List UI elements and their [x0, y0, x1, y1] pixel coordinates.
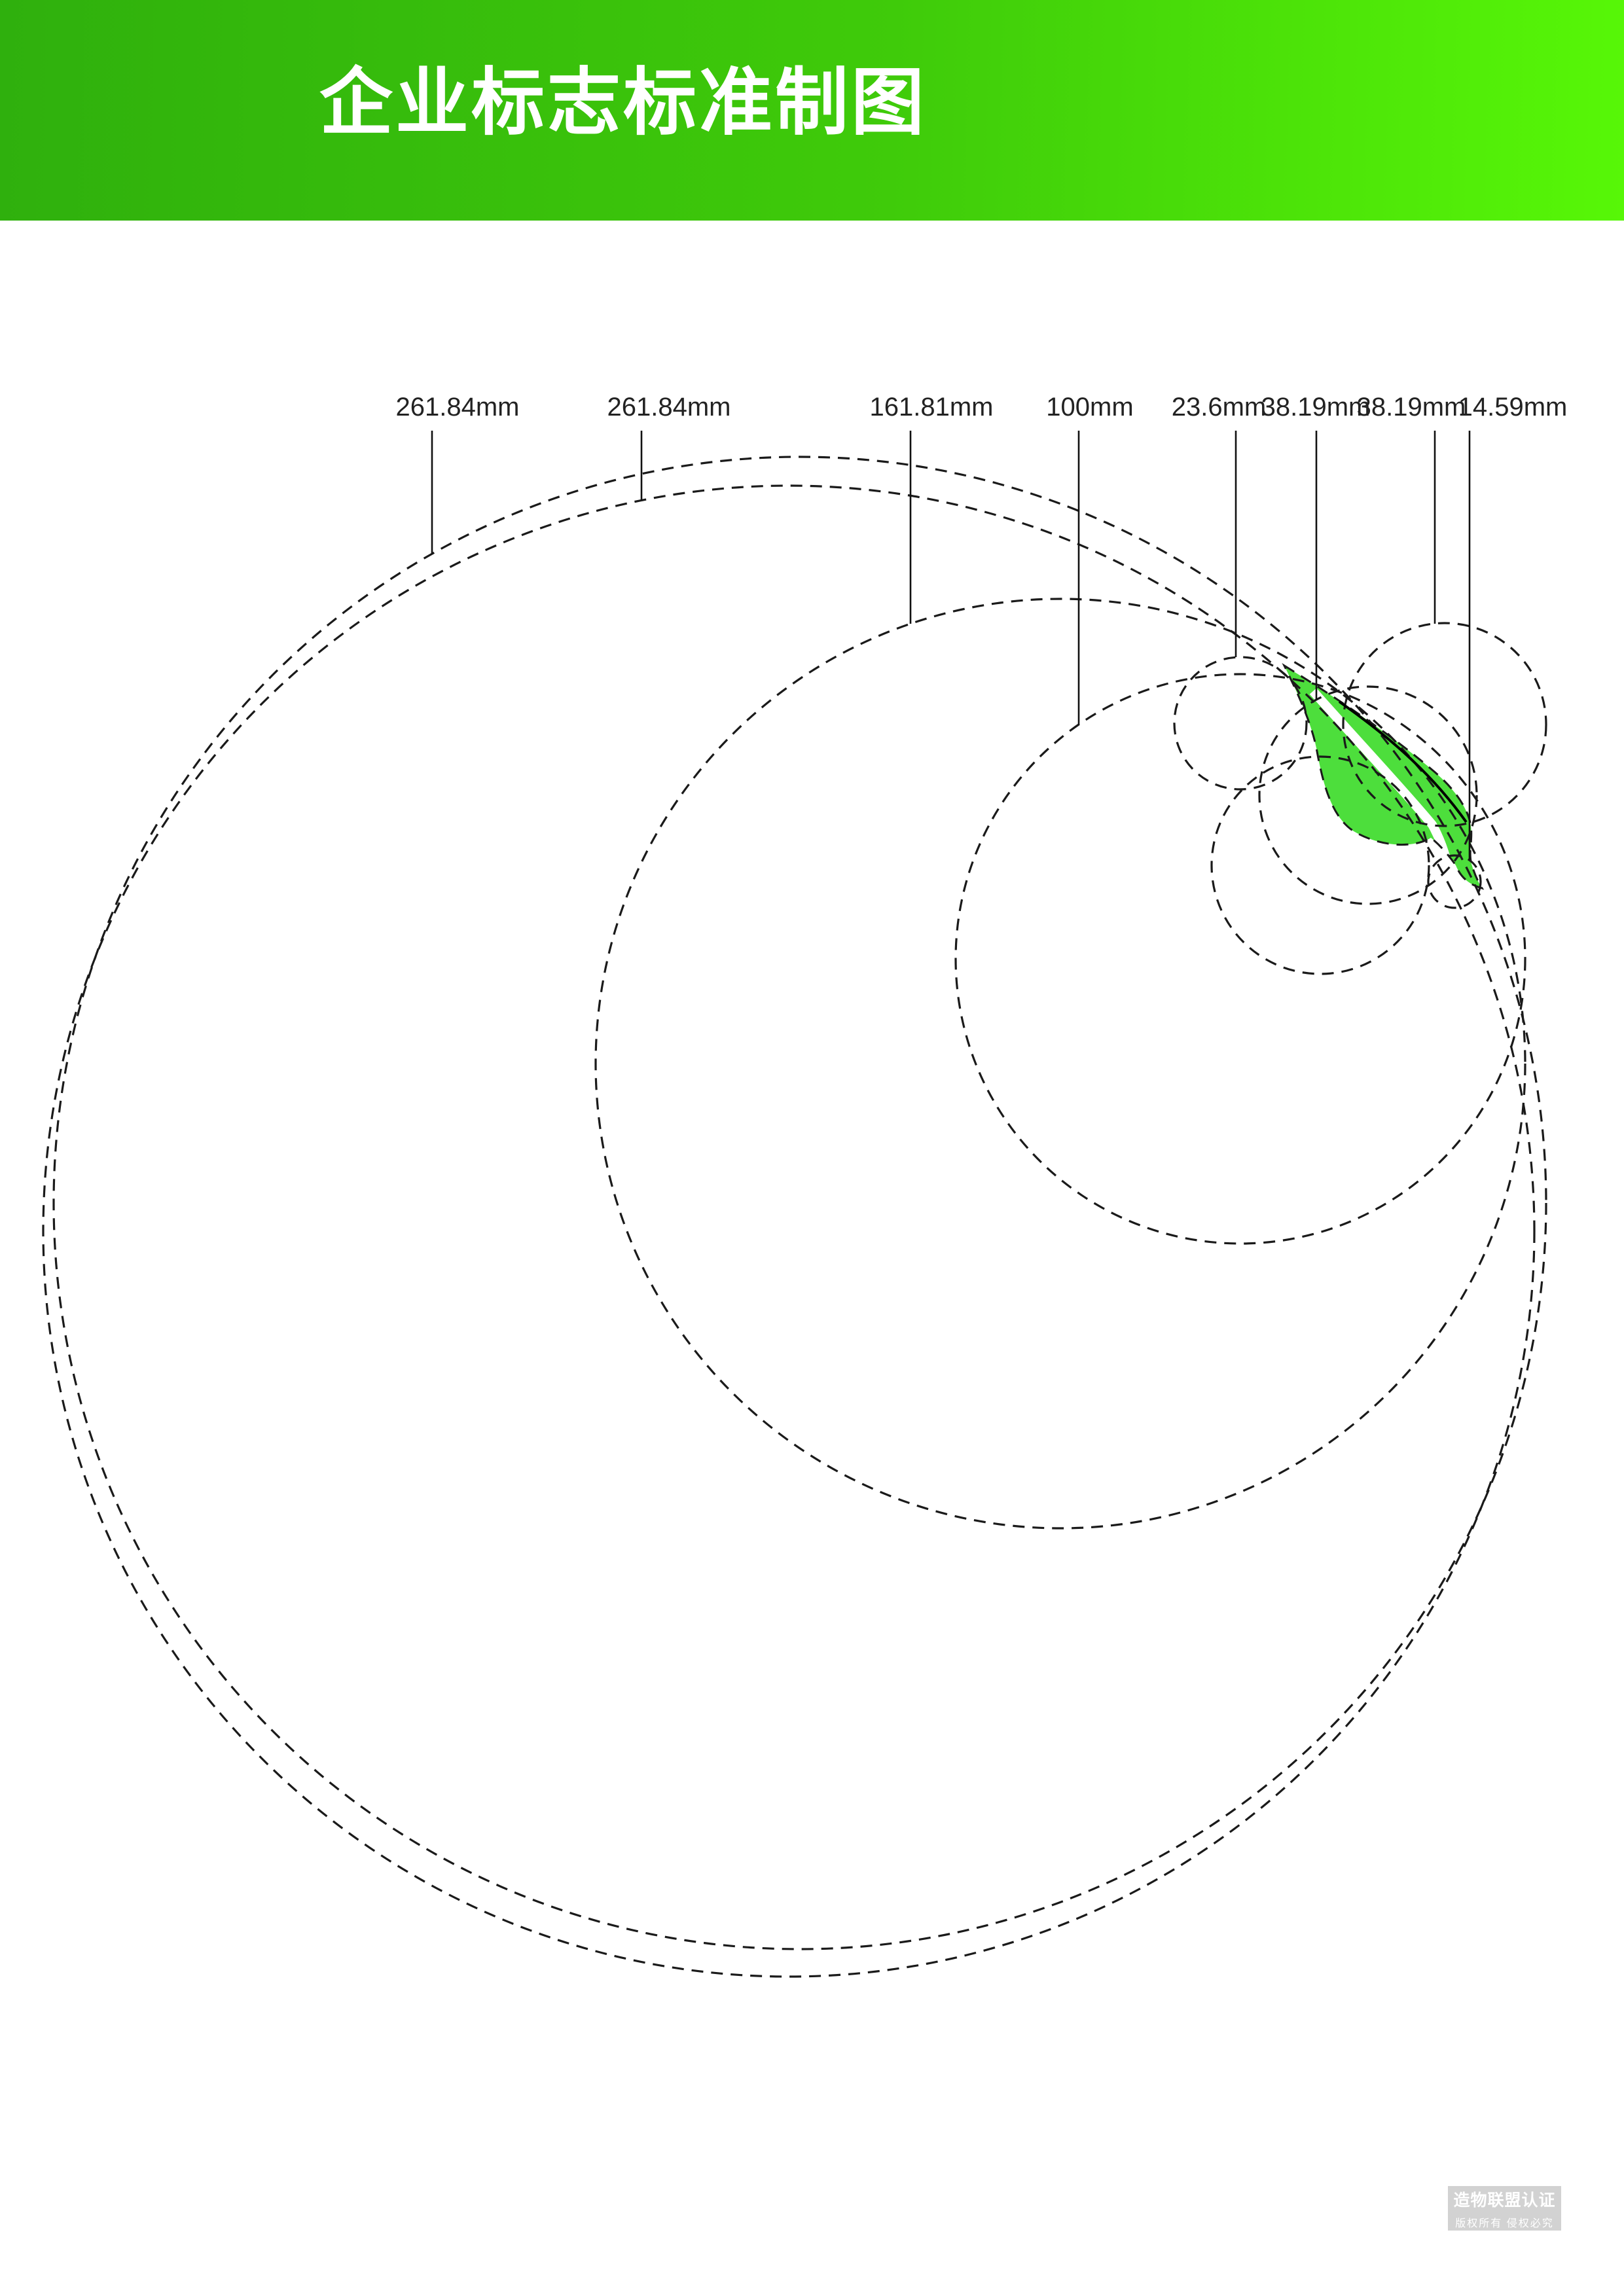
leaf-solid-edge	[1338, 700, 1468, 823]
construction-circle-inner-circle	[954, 673, 1526, 1245]
dimension-label-2: 261.84mm	[607, 393, 731, 422]
watermark-subtitle: 版权所有 侵权必究	[1455, 2217, 1554, 2229]
construction-circle-small-circle-3	[1258, 685, 1478, 905]
dimension-label-5: 23.6mm	[1172, 393, 1267, 422]
construction-circle-vein-circle	[1210, 755, 1430, 975]
leaf-outline-dashed	[1282, 663, 1485, 890]
construction-circle-mid-circle	[594, 598, 1526, 1530]
page-title: 企业标志标准制图	[319, 62, 927, 143]
construction-circle-small-circle-2	[1342, 622, 1547, 827]
watermark-badge: 造物联盟认证 版权所有 侵权必究	[1448, 2186, 1561, 2231]
dimension-label-4: 100mm	[1046, 393, 1133, 422]
construction-circle-outer-circle-b	[42, 484, 1536, 1978]
dimension-label-7: 38.19mm	[1357, 393, 1466, 422]
construction-circle-small-circle-1	[1173, 656, 1308, 791]
dimension-label-1: 261.84mm	[396, 393, 520, 422]
watermark-title: 造物联盟认证	[1453, 2191, 1556, 2210]
construction-circle-outer-circle-a	[52, 456, 1547, 1950]
construction-circle-stem-circle	[1427, 854, 1482, 909]
dimension-label-3: 161.81mm	[870, 393, 994, 422]
dimension-label-6: 38.19mm	[1261, 393, 1371, 422]
header-bar: 企业标志标准制图	[0, 0, 1624, 221]
dimension-label-8: 14.59mm	[1458, 393, 1568, 422]
